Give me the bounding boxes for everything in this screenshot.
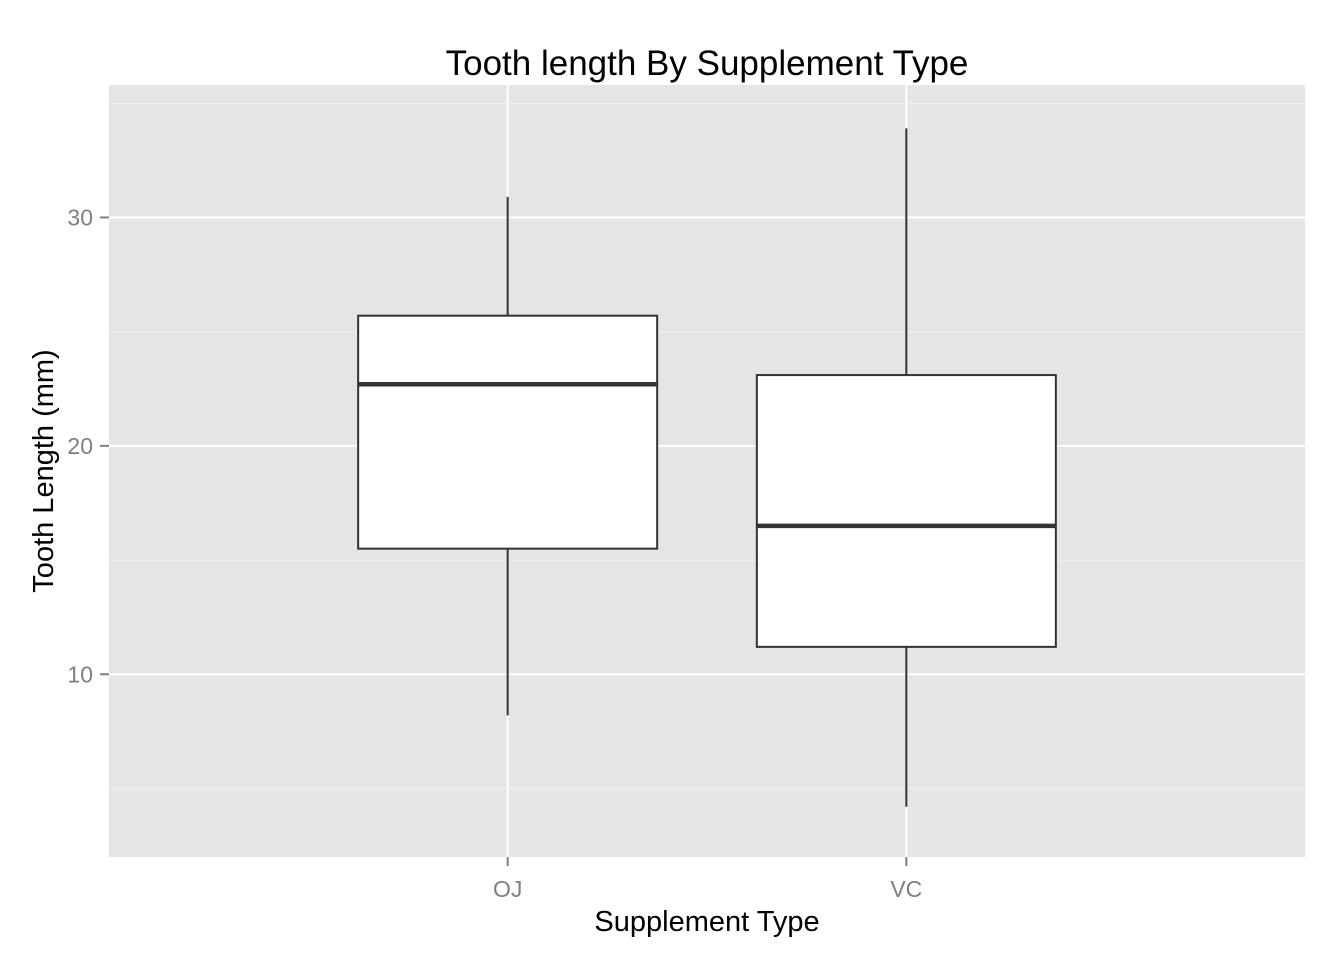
box-body — [357, 314, 659, 550]
y-axis: 10 20 30 — [67, 204, 109, 687]
x-tick-label: VC — [890, 876, 922, 902]
x-tick-label: OJ — [493, 876, 522, 902]
x-axis: OJ VC — [493, 857, 922, 902]
x-axis-label: Supplement Type — [594, 906, 819, 938]
chart-title: Tooth length By Supplement Type — [446, 44, 969, 83]
y-tick-label: 20 — [67, 433, 93, 459]
box-vc — [755, 128, 1057, 807]
y-axis-label: Tooth Length (mm) — [28, 349, 60, 592]
y-tick-label: 10 — [67, 661, 93, 687]
box-oj — [357, 196, 659, 716]
y-tick-label: 30 — [67, 204, 93, 230]
boxes — [357, 128, 1057, 807]
box-body — [755, 374, 1057, 648]
plot-panel — [109, 85, 1305, 857]
minor-gridlines — [109, 102, 1305, 789]
